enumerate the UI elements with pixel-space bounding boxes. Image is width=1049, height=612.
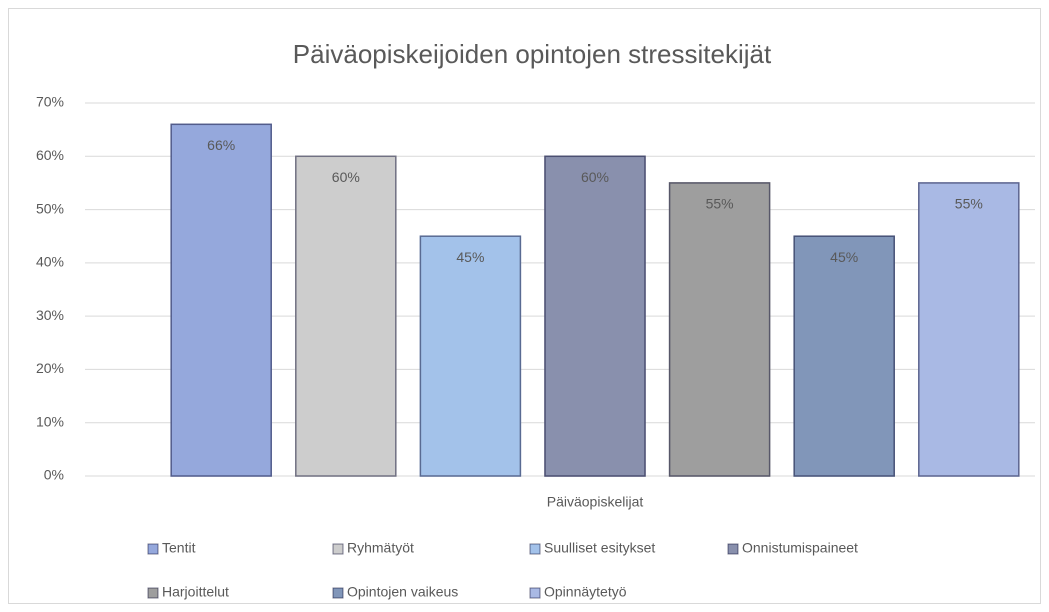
bar: [419, 235, 522, 477]
legend-label: Tentit: [162, 540, 196, 556]
bar-edge: [170, 123, 272, 477]
legend-swatch: [529, 543, 541, 555]
legend-label: Onnistumispaineet: [742, 540, 858, 556]
data-label: 55%: [955, 196, 983, 212]
bar: [793, 235, 895, 477]
y-tick-label: 30%: [36, 307, 64, 323]
legend-label: Harjoittelut: [162, 584, 229, 600]
data-label: 45%: [456, 249, 484, 265]
bar-edge: [544, 155, 646, 477]
x-tick-label: Päiväopiskelijat: [547, 494, 644, 510]
bar: [918, 182, 1020, 477]
legend-swatch: [332, 587, 344, 599]
bar: [295, 155, 397, 477]
bar-edge: [295, 155, 397, 477]
legend-swatch: [727, 543, 739, 555]
bar: [170, 123, 272, 477]
bar-edge: [419, 235, 522, 477]
y-tick-label: 60%: [36, 147, 64, 163]
legend-label: Opintojen vaikeus: [347, 584, 458, 600]
legend-label: Suulliset esitykset: [544, 540, 655, 556]
data-label: 66%: [207, 137, 235, 153]
legend-swatch: [529, 587, 541, 599]
y-tick-label: 50%: [36, 200, 64, 216]
data-label: 55%: [706, 196, 734, 212]
chart-title: Päiväopiskeijoiden opintojen stressiteki…: [293, 39, 772, 69]
bar-edge: [793, 235, 895, 477]
data-label: 60%: [332, 169, 360, 185]
legend-label: Opinnäytetyö: [544, 584, 627, 600]
y-tick-label: 40%: [36, 254, 64, 270]
legend-swatch: [332, 543, 344, 555]
y-tick-label: 20%: [36, 360, 64, 376]
bar: [544, 155, 646, 477]
y-tick-label: 10%: [36, 413, 64, 429]
legend-label: Ryhmätyöt: [347, 540, 414, 556]
y-tick-label: 70%: [36, 94, 64, 110]
data-label: 60%: [581, 169, 609, 185]
bar-edge: [668, 182, 771, 477]
bar-edge: [918, 182, 1020, 477]
legend-swatch: [147, 543, 159, 555]
bar: [668, 182, 771, 477]
legend-swatch: [147, 587, 159, 599]
y-tick-label: 0%: [44, 467, 64, 483]
data-label: 45%: [830, 249, 858, 265]
